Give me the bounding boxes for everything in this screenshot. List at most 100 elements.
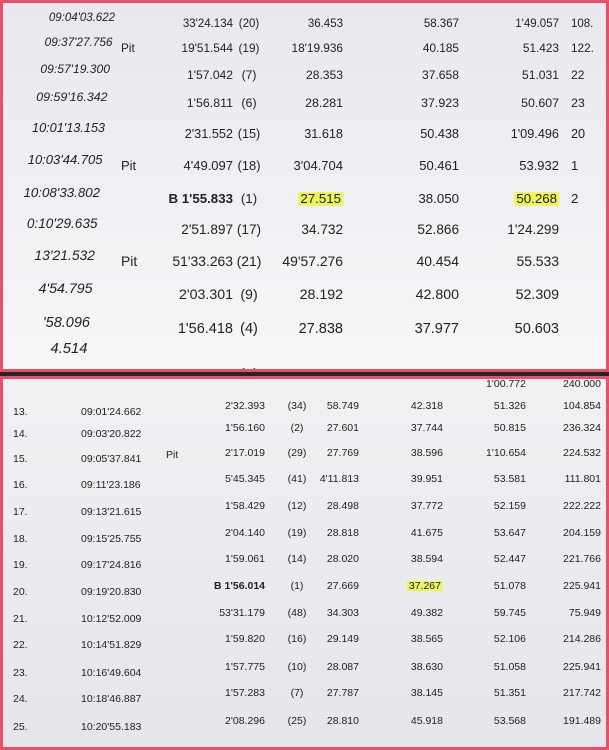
pit-cell: Pit (121, 41, 135, 56)
time-cell: 10:12'52.009 (81, 612, 142, 625)
time-cell: 10:08'33.802 (23, 185, 100, 201)
pit-cell: Pit (121, 157, 137, 173)
lap-cell: 1'56.811 (186, 95, 233, 110)
speed-cell: 225.941 (563, 579, 601, 592)
s1-cell: 34.303 (326, 606, 359, 619)
pos-cell: (8) (240, 367, 258, 369)
pos-cell: (19) (238, 41, 260, 56)
s2-cell: 40.185 (422, 41, 459, 56)
lap-cell: 2'04.140 (225, 526, 265, 539)
time-cell: 10:01'13.153 (32, 120, 105, 135)
s1-cell: 28.353 (306, 67, 343, 82)
s2-cell: 40.454 (416, 253, 460, 270)
num-cell: 14. (13, 427, 28, 440)
s1-cell: 36.453 (307, 18, 343, 31)
time-cell: 13'21.532 (34, 247, 95, 264)
pos-cell: (19) (287, 526, 307, 539)
s2-cell: 45.918 (410, 714, 443, 727)
s1-cell: 28.810 (326, 714, 359, 727)
speed-cell: 225.941 (563, 660, 601, 673)
pos-cell: (4) (240, 320, 258, 337)
time-cell: 0:10'29.635 (26, 216, 98, 232)
speed-cell: 75.949 (568, 606, 601, 619)
top-sheet: 09:04'03.622 33'24.134 (20) 36.453 58.367 1'4… (0, 0, 609, 372)
pos-cell: (18) (237, 157, 261, 173)
lap-cell: 4'49.097 (183, 157, 233, 173)
pos-cell: (10) (287, 660, 307, 673)
s2-cell: 42.800 (415, 286, 459, 303)
lap-cell: 53'31.179 (219, 606, 265, 619)
s3-cell: 53.647 (493, 526, 526, 539)
pos-cell: (15) (237, 126, 261, 141)
speed-cell: 20 (571, 126, 586, 141)
pos-cell: (14) (287, 552, 307, 565)
s1-cell: 28.347 (297, 367, 343, 369)
s3-cell: 51.326 (493, 399, 526, 412)
speed-cell: 221.766 (563, 552, 601, 565)
lap-cell: 1'57.042 (186, 67, 233, 82)
s3-cell: 52.309 (515, 286, 559, 303)
s3-cell: 51.351 (493, 686, 526, 699)
speed-cell: 240.000 (563, 377, 601, 390)
pos-cell: (25) (287, 714, 307, 727)
num-cell: 25. (13, 720, 28, 733)
s2-cell: 50.461 (419, 157, 459, 173)
s3-cell: 50.607 (521, 95, 559, 110)
time-cell: '58.096 (42, 314, 90, 331)
s2-cell: 37.744 (410, 421, 443, 434)
speed-cell: 217.742 (563, 686, 601, 699)
s1-cell: 28.087 (326, 660, 359, 673)
time-cell: 4'54.795 (38, 280, 93, 297)
pos-cell: (29) (287, 446, 307, 459)
time-cell: 10:18'46.887 (81, 692, 142, 705)
time-cell: 09:37'27.756 (44, 35, 113, 50)
lap-cell: 5'45.345 (225, 472, 265, 485)
lap-cell: 2'31.552 (184, 126, 233, 141)
s2-cell: 38.050 (418, 191, 459, 207)
s3-cell: 51.031 (522, 67, 559, 82)
time-cell: 10:16'49.604 (81, 666, 142, 679)
s3-cell: 55.533 (516, 253, 560, 270)
speed-cell: 22 (571, 67, 585, 82)
s1-cell: 18'19.936 (291, 41, 343, 56)
time-cell: 09:59'16.342 (36, 89, 108, 104)
lap-cell: 33'24.134 (182, 18, 233, 31)
bottom-sheet: 1'00.772 240.000 13. 09:01'24.662 2'32.393 (3… (0, 376, 609, 750)
num-cell: 23. (13, 666, 28, 679)
s1-cell: 27.838 (298, 320, 343, 337)
time-cell: 09:13'21.615 (81, 505, 142, 518)
s1-cell: 27.769 (326, 446, 359, 459)
lap-cell: B 1'56.014 (214, 579, 265, 592)
num-cell: 24. (13, 692, 28, 705)
time-cell: 09:03'20.822 (81, 427, 142, 440)
pos-cell: (1) (240, 191, 258, 207)
time-cell: 09:01'24.662 (81, 405, 142, 418)
pit-cell: Pit (121, 253, 138, 270)
time-cell: 09:17'24.816 (81, 558, 142, 571)
pos-cell: (6) (241, 95, 257, 110)
s2-cell: 58.367 (423, 18, 459, 31)
s3-cell: 53.932 (519, 157, 559, 173)
s1-cell: 4'11.813 (319, 472, 359, 485)
lap-cell: 1'59.061 (225, 552, 265, 565)
s2-cell: 50.438 (420, 126, 459, 141)
lap-cell: 2'32.393 (225, 399, 265, 412)
speed-cell: 122. (571, 41, 594, 56)
s2-cell: 49.382 (410, 606, 443, 619)
s3-cell: 53.581 (493, 472, 526, 485)
pos-cell: (12) (287, 499, 307, 512)
s3-cell: 51.423 (522, 41, 559, 56)
s1-cell: 28.281 (305, 95, 343, 110)
lap-cell: 2'51.897 (181, 222, 233, 238)
lap-cell: 1'58.429 (225, 499, 265, 512)
num-cell: 20. (13, 585, 28, 598)
time-cell: 09:11'23.186 (81, 478, 141, 491)
speed-cell: 111.801 (564, 472, 601, 485)
lap-cell: 2'17.019 (225, 446, 265, 459)
time-cell: 4.514 (50, 340, 88, 357)
time-cell: 09:57'19.300 (40, 61, 110, 76)
lap-cell: 1'57.283 (225, 686, 265, 699)
s3-cell: 51.058 (493, 660, 526, 673)
num-cell: 17. (13, 505, 28, 518)
